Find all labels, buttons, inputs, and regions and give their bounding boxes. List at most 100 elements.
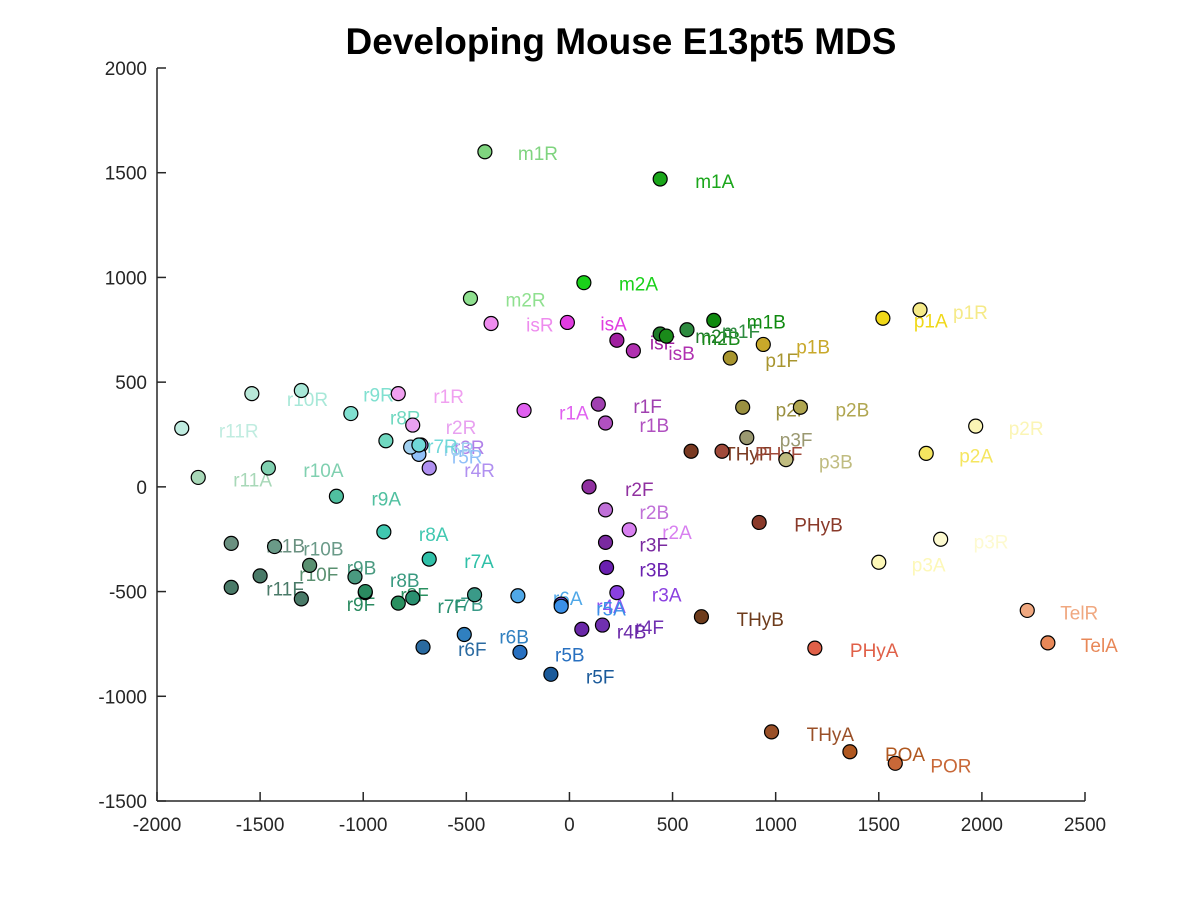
point-label: r9A [371,489,401,510]
point-label: m1F [722,322,760,343]
data-point [609,332,625,348]
data-point [778,452,794,468]
point-label: THyB [736,610,784,631]
data-point [875,310,891,326]
data-point [933,531,949,547]
data-point [658,328,674,344]
data-point [683,443,699,459]
data-point [411,437,427,453]
point-label: p3F [780,431,813,452]
point-label: r1R [433,387,464,408]
point-label: p3A [912,555,946,576]
data-point [652,171,668,187]
point-label: PHyB [794,516,843,537]
point-label: r6B [499,628,529,649]
y-tick-label: 0 [136,478,147,499]
data-point [223,579,239,595]
data-point [347,569,363,585]
point-label: r4B [617,622,647,643]
point-label: r3F [640,535,669,556]
point-label: r8A [419,525,449,546]
point-label: r1F [633,397,662,418]
data-point [751,514,767,531]
data-point [968,418,984,434]
data-point [871,554,887,570]
data-point [510,588,526,604]
point-label: r10B [303,540,343,561]
data-point [223,535,239,552]
data-point [597,534,614,550]
data-point [594,617,611,633]
data-point [887,755,903,771]
point-label: r6R [444,440,475,461]
data-point [714,443,730,459]
point-label: m2A [619,275,658,296]
data-point [190,469,206,486]
data-point [405,590,421,606]
point-label: THyF [724,444,770,465]
data-point [415,639,431,655]
data-point [421,460,437,476]
point-label: r8B [390,571,420,592]
point-label: r2A [662,523,692,544]
data-point [679,322,695,338]
y-tick-label: 1000 [105,268,147,289]
data-point [293,382,309,399]
data-point [421,551,437,567]
data-point [462,290,479,306]
data-point [590,396,606,412]
x-tick-label: -2000 [133,815,182,836]
point-label: r1B [640,416,670,437]
data-point [722,350,738,366]
point-label: r5R [452,447,483,468]
point-label: isB [668,344,694,365]
data-point [378,433,394,449]
point-label: THyA [807,725,855,746]
point-label: r4F [635,618,664,639]
y-tick-label: -500 [109,583,147,604]
point-label: isA [600,315,627,336]
data-point [390,595,406,611]
data-point [466,587,483,603]
data-point [376,524,392,540]
x-tick-label: 0 [564,815,575,836]
x-tick-label: 2500 [1064,815,1106,836]
point-label: p3B [819,453,853,474]
y-tick-label: 1500 [105,164,147,185]
data-point [516,402,532,419]
y-tick-label: -1000 [98,687,147,708]
point-label: POR [930,756,971,777]
point-label: r10A [303,461,343,482]
point-label: r5B [555,645,585,666]
point-label: r11A [233,471,272,492]
data-point [328,488,345,504]
data-point [576,275,592,291]
point-label: r6F [458,640,487,661]
data-point [574,621,590,637]
point-label: r9R [363,386,394,407]
data-point [483,315,499,332]
point-label: p2B [835,400,869,421]
data-point [260,460,276,476]
point-label: r3A [652,586,682,607]
data-point [792,399,809,415]
point-label: m1A [695,172,734,193]
point-label: TelA [1081,636,1118,657]
data-point [598,559,615,576]
point-label: m1R [518,144,558,165]
x-tick-label: -1000 [339,815,388,836]
data-point [553,598,569,614]
data-point [621,522,637,538]
point-label: p2A [959,446,993,467]
y-tick-label: -1500 [98,792,147,813]
data-point [609,585,625,601]
point-label: r9F [347,595,376,616]
data-point [174,420,190,436]
point-label: r4A [596,597,626,618]
point-label: PHyA [850,641,899,662]
data-point [343,405,359,422]
point-label: r3B [640,561,670,582]
point-label: r1A [559,404,589,425]
data-point [390,386,406,402]
data-point [918,445,934,461]
